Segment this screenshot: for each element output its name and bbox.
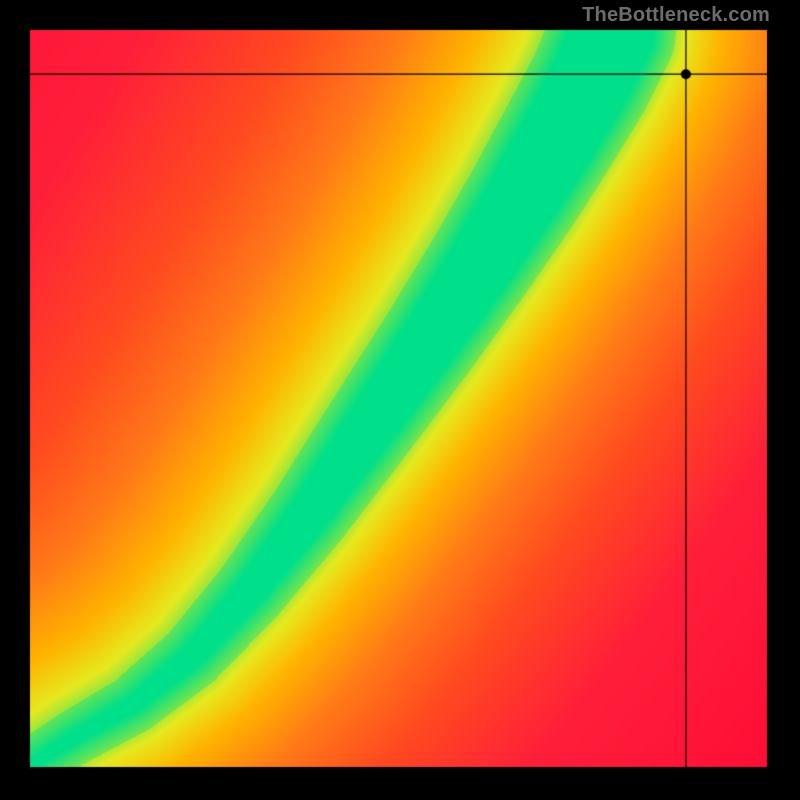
chart-stage: TheBottleneck.com — [0, 0, 800, 800]
watermark-text: TheBottleneck.com — [582, 4, 770, 27]
heatmap-canvas — [0, 0, 800, 800]
